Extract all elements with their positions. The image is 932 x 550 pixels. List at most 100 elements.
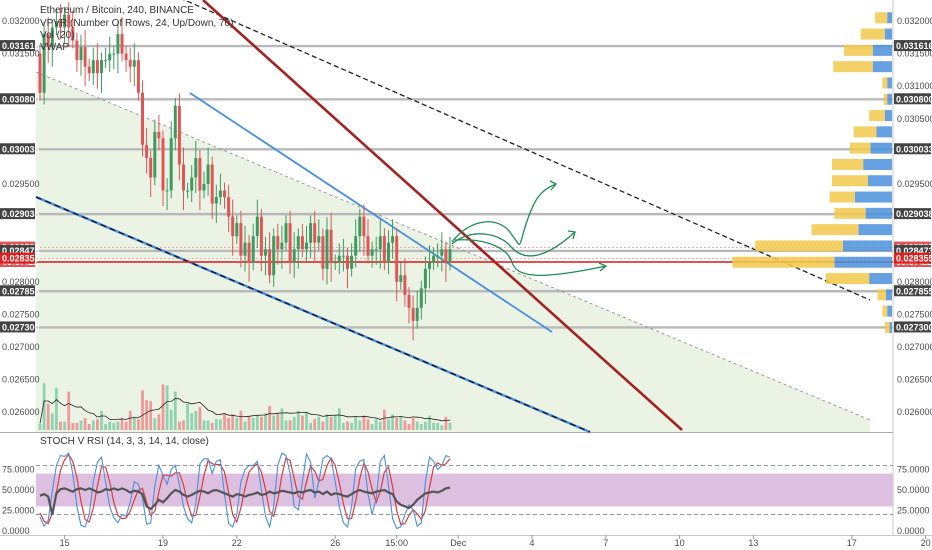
candle[interactable]: [362, 204, 366, 256]
candle[interactable]: [296, 228, 300, 269]
candle[interactable]: [313, 210, 317, 263]
projection-arrows[interactable]: [451, 180, 608, 277]
candle[interactable]: [198, 150, 202, 211]
candle[interactable]: [79, 34, 83, 76]
candle[interactable]: [284, 215, 288, 251]
candlesticks[interactable]: [38, 2, 452, 341]
candle[interactable]: [42, 21, 46, 105]
price-axis[interactable]: 0.032000 0.031500 0.031000 0.030500 0.029500…: [0, 16, 932, 417]
indicator-vwap[interactable]: VWAP: [40, 42, 69, 53]
candle[interactable]: [354, 219, 358, 268]
candle[interactable]: [235, 215, 239, 244]
candle[interactable]: [165, 178, 169, 211]
candle[interactable]: [149, 150, 153, 198]
candle[interactable]: [321, 228, 325, 281]
candle[interactable]: [272, 228, 276, 288]
candle[interactable]: [120, 17, 124, 62]
candle[interactable]: [206, 147, 210, 196]
candle[interactable]: [247, 234, 251, 282]
candle[interactable]: [214, 184, 218, 224]
candle[interactable]: [186, 182, 190, 199]
candle[interactable]: [71, 10, 75, 49]
candle[interactable]: [378, 219, 382, 269]
candle[interactable]: [169, 121, 173, 199]
candle[interactable]: [75, 32, 79, 72]
candle[interactable]: [190, 165, 194, 203]
candle[interactable]: [231, 199, 235, 256]
candle[interactable]: [59, 4, 62, 40]
candle[interactable]: [108, 36, 112, 72]
candle[interactable]: [255, 199, 259, 248]
candle[interactable]: [387, 230, 390, 274]
candle[interactable]: [419, 280, 423, 320]
candle[interactable]: [124, 45, 128, 72]
candle[interactable]: [300, 223, 304, 258]
candle[interactable]: [288, 210, 292, 274]
candle[interactable]: [132, 43, 136, 87]
upper-dashed-trendline[interactable]: [180, 0, 871, 301]
candle[interactable]: [112, 45, 116, 70]
candle[interactable]: [67, 2, 71, 48]
candle[interactable]: [395, 228, 399, 302]
candle[interactable]: [95, 43, 99, 89]
oscillator-pane[interactable]: STOCH V RSI (14, 3, 3, 14, 14, close): [36, 436, 893, 530]
price-level-tag-left[interactable]: 0.028355: [0, 252, 40, 264]
candle[interactable]: [366, 219, 370, 264]
candle[interactable]: [411, 295, 415, 341]
candle[interactable]: [227, 184, 231, 233]
price-level-tag[interactable]: 0.027855: [894, 285, 932, 297]
candle[interactable]: [268, 232, 272, 284]
candle[interactable]: [403, 258, 407, 307]
price-level-tag[interactable]: 0.028473: [894, 244, 932, 256]
candle[interactable]: [38, 45, 42, 101]
candle[interactable]: [382, 228, 386, 271]
candle[interactable]: [448, 236, 452, 271]
candle[interactable]: [182, 147, 185, 211]
indicator-vpvr[interactable]: VPVR (Number Of Rows, 24, Up/Down, 70): [40, 18, 233, 29]
candle[interactable]: [223, 182, 226, 209]
price-level-tag[interactable]: 0.030033: [894, 143, 932, 155]
candle[interactable]: [91, 47, 95, 85]
price-level-tag-left[interactable]: 0.030800: [0, 93, 40, 105]
candle[interactable]: [54, 8, 58, 36]
candle[interactable]: [391, 219, 395, 259]
candle[interactable]: [210, 156, 214, 220]
price-level-tag[interactable]: 0.028355: [894, 252, 932, 264]
candle[interactable]: [346, 247, 349, 289]
price-level-tag-left[interactable]: 0.028473: [0, 244, 40, 256]
candle[interactable]: [305, 225, 308, 261]
candle[interactable]: [259, 208, 263, 272]
candle[interactable]: [87, 58, 91, 82]
candle[interactable]: [202, 171, 206, 199]
candle[interactable]: [136, 52, 140, 101]
candle[interactable]: [141, 80, 144, 157]
candle[interactable]: [436, 243, 440, 268]
candle[interactable]: [444, 241, 448, 282]
price-level-tag[interactable]: 0.031616: [894, 40, 932, 52]
candle[interactable]: [440, 232, 444, 272]
candle[interactable]: [317, 219, 321, 251]
candle[interactable]: [292, 232, 296, 278]
candle[interactable]: [239, 210, 243, 268]
lower-channel-trendline-dashed[interactable]: [35, 196, 591, 433]
candle[interactable]: [218, 173, 222, 205]
candle[interactable]: [280, 225, 284, 269]
candle[interactable]: [337, 243, 341, 274]
price-level-tag-left[interactable]: 0.027300: [0, 321, 40, 333]
price-level-tag-left[interactable]: 0.027855: [0, 285, 40, 297]
candle[interactable]: [100, 52, 103, 93]
candle[interactable]: [399, 262, 403, 290]
price-level-tag-left[interactable]: 0.030033: [0, 143, 40, 155]
candle[interactable]: [341, 238, 345, 272]
candle[interactable]: [329, 212, 333, 282]
candle[interactable]: [374, 236, 378, 265]
price-axis-area[interactable]: [893, 0, 932, 550]
candle[interactable]: [46, 17, 50, 63]
candle[interactable]: [264, 236, 267, 276]
candle[interactable]: [83, 30, 87, 87]
price-level-tag[interactable]: 0.030800: [894, 93, 932, 105]
candle[interactable]: [173, 97, 177, 151]
candle[interactable]: [415, 290, 419, 329]
candle[interactable]: [333, 254, 337, 271]
